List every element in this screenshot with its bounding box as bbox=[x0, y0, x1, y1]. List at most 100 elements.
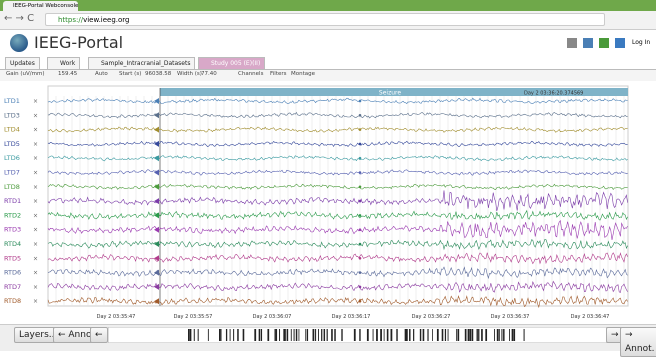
annotation-tick bbox=[318, 329, 319, 341]
annotation-timeline[interactable] bbox=[108, 327, 612, 343]
channel-remove[interactable]: × bbox=[33, 227, 38, 234]
channel-remove[interactable]: × bbox=[33, 212, 38, 219]
annotation-tick bbox=[448, 329, 449, 341]
annotation-tick bbox=[384, 329, 385, 341]
annotation-tick bbox=[458, 329, 459, 341]
browser-tab[interactable]: IEEG-Portal Webconsole bbox=[3, 1, 78, 11]
annotation-tick bbox=[188, 329, 190, 341]
url-host: view.ieeg.org bbox=[83, 16, 129, 24]
tab-strip bbox=[0, 0, 656, 11]
channel-remove[interactable]: × bbox=[33, 198, 38, 205]
event-dot bbox=[359, 286, 362, 289]
channel-label: RTD4 bbox=[4, 240, 21, 248]
gain-label: Gain (uV/mm) bbox=[6, 69, 45, 79]
time-label: Day 2 03:36:27 bbox=[412, 314, 451, 320]
channel-remove[interactable]: × bbox=[33, 170, 38, 177]
next-annot-button[interactable]: → Annot. bbox=[620, 327, 656, 357]
channel-label: LTD8 bbox=[4, 183, 20, 191]
url-scheme: https:// bbox=[58, 16, 83, 24]
annotation-tick bbox=[477, 329, 478, 341]
annotation-tick bbox=[190, 329, 191, 341]
channel-label: LTD7 bbox=[4, 169, 20, 177]
address-bar[interactable]: https://view.ieeg.org bbox=[45, 13, 605, 26]
event-dot bbox=[359, 214, 362, 217]
annotation-tick bbox=[259, 329, 260, 341]
channel-remove[interactable]: × bbox=[33, 184, 38, 191]
annotation-tick bbox=[376, 329, 378, 341]
annotation-tick bbox=[359, 329, 360, 341]
annotation-tick bbox=[233, 329, 234, 341]
app-title: IEEG-Portal bbox=[34, 33, 123, 52]
toolbar-button[interactable]: Montage bbox=[291, 69, 315, 79]
time-label: Day 2 03:36:37 bbox=[491, 314, 530, 320]
annotation-label: Seizure bbox=[379, 90, 401, 97]
annotation-tick bbox=[198, 329, 199, 341]
annotation-tick bbox=[355, 329, 356, 341]
annotation-tick bbox=[285, 329, 286, 341]
annotation-tick bbox=[367, 329, 369, 341]
channel-remove[interactable]: × bbox=[33, 255, 38, 262]
width-value[interactable]: 77.40 bbox=[201, 69, 217, 79]
channel-remove[interactable]: × bbox=[33, 270, 38, 277]
toolbar-button[interactable]: Filters bbox=[270, 69, 287, 79]
channel-remove[interactable]: × bbox=[33, 241, 38, 248]
annotation-tick bbox=[321, 329, 322, 341]
toolbar-button[interactable]: Channels bbox=[238, 69, 263, 79]
prev-button[interactable]: ← bbox=[90, 327, 108, 343]
annotation-tick bbox=[509, 329, 510, 341]
width-label: Width (s) bbox=[177, 69, 202, 79]
channel-remove[interactable]: × bbox=[33, 284, 38, 291]
channel-remove[interactable]: × bbox=[33, 155, 38, 162]
annotation-tick bbox=[481, 329, 483, 341]
annotation-tick bbox=[299, 329, 300, 341]
channel-label: RTD8 bbox=[4, 297, 21, 305]
login[interactable]: Log In bbox=[632, 39, 650, 46]
event-dot bbox=[359, 243, 362, 246]
channel-label: LTD1 bbox=[4, 97, 20, 105]
event-dot bbox=[359, 271, 362, 274]
nav-buttons[interactable]: ← → C bbox=[4, 13, 34, 24]
gain-value[interactable]: 159.45 bbox=[58, 69, 77, 79]
time-label: Day 2 03:36:17 bbox=[332, 314, 371, 320]
channel-remove[interactable]: × bbox=[33, 141, 38, 148]
channel-remove[interactable]: × bbox=[33, 98, 38, 105]
annotation-tick bbox=[267, 329, 269, 341]
annotation-tick bbox=[341, 329, 342, 341]
annotation-tick bbox=[413, 329, 414, 341]
annotation-tick bbox=[503, 329, 504, 341]
annotation-tick bbox=[243, 329, 245, 341]
event-dot bbox=[359, 257, 362, 260]
start-label: Start (s) bbox=[119, 69, 141, 79]
channel-remove[interactable]: × bbox=[33, 298, 38, 305]
annotation-tick bbox=[396, 329, 397, 341]
annotation-tick bbox=[279, 329, 280, 341]
page: IEEG-Portal Webconsole ← → C https://vie… bbox=[0, 0, 656, 350]
annotation-tick bbox=[391, 329, 393, 341]
logo bbox=[10, 34, 28, 52]
header-icons[interactable] bbox=[567, 38, 627, 48]
plot-frame bbox=[48, 86, 628, 306]
annotation-tick bbox=[456, 329, 457, 341]
time-label: Day 2 03:35:57 bbox=[174, 314, 213, 320]
channel-remove[interactable]: × bbox=[33, 127, 38, 134]
annotation-tick bbox=[324, 329, 325, 341]
channel-remove[interactable]: × bbox=[33, 112, 38, 119]
annotation-tick bbox=[226, 329, 227, 341]
annotation-tick bbox=[283, 329, 285, 341]
auto-label[interactable]: Auto bbox=[95, 69, 108, 79]
time-label: Day 2 03:35:47 bbox=[97, 314, 136, 320]
annotation-tick bbox=[423, 329, 425, 341]
channel-label: RTD5 bbox=[4, 254, 21, 262]
annotation-tick bbox=[420, 329, 421, 341]
annotation-tick bbox=[512, 329, 514, 341]
channel-label: LTD3 bbox=[4, 111, 20, 119]
annotation-tick bbox=[497, 329, 498, 341]
annotation-tick bbox=[427, 329, 428, 341]
annotation-tick bbox=[409, 329, 410, 341]
start-value[interactable]: 96038.58 bbox=[145, 69, 171, 79]
annotation-tick bbox=[405, 329, 406, 341]
annotation-tick bbox=[494, 329, 495, 341]
channel-label: RTD6 bbox=[4, 269, 21, 277]
annotation-tick bbox=[237, 329, 239, 341]
